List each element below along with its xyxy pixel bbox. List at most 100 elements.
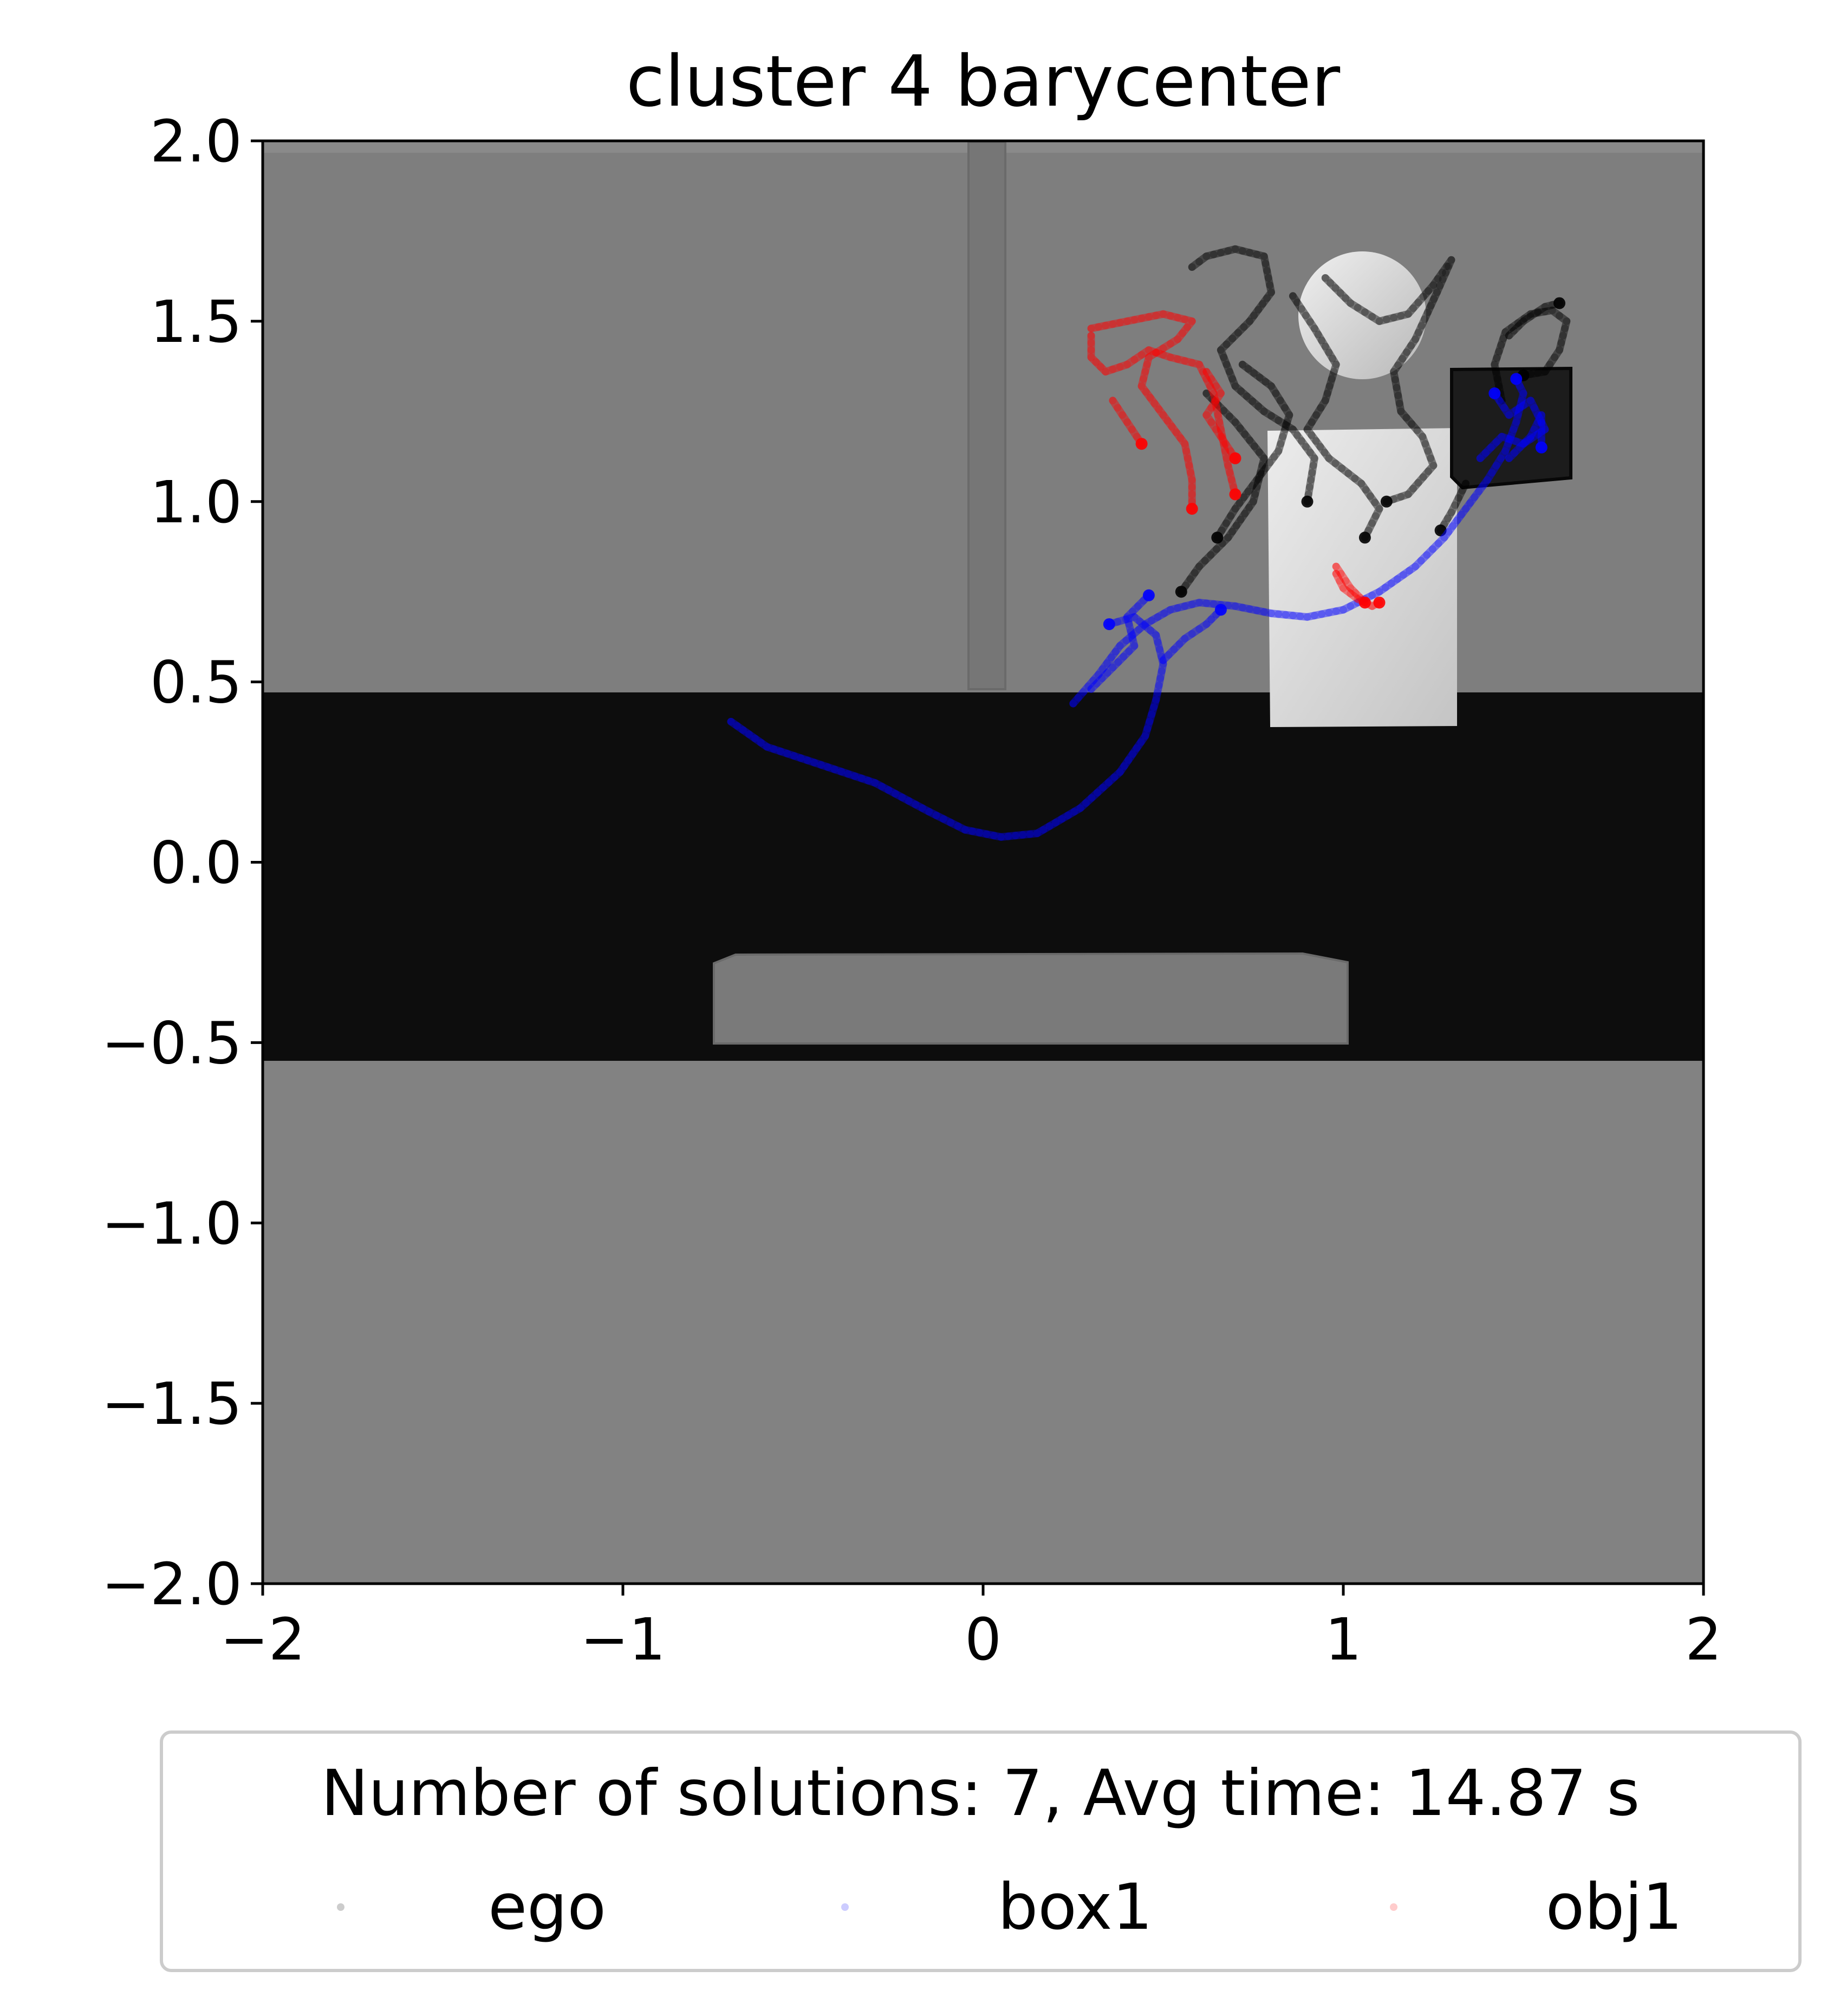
ego-point (1375, 317, 1383, 325)
ego-point (1390, 368, 1398, 376)
ego-point (1318, 336, 1326, 345)
box1-point (1530, 404, 1538, 412)
obj1-point (1183, 323, 1191, 331)
box1-point (1497, 454, 1505, 462)
box1-point (1076, 804, 1084, 812)
box1-point (1153, 689, 1161, 697)
ego-point (1534, 369, 1542, 377)
ego-point (1241, 430, 1249, 438)
ego-point (1202, 390, 1211, 397)
box1-point (1238, 604, 1246, 612)
box1-point (1537, 411, 1545, 419)
box1-point (1514, 411, 1522, 419)
box1-point (1123, 613, 1131, 621)
box1-point (1129, 607, 1136, 615)
ego-point (1260, 252, 1268, 260)
obj1-point (1087, 353, 1095, 361)
obj1-point (1137, 382, 1146, 390)
obj1-point (1351, 589, 1360, 597)
ego-point (1275, 447, 1283, 455)
ego-point (1436, 282, 1444, 290)
y-tick-label: −1.5 (101, 1371, 242, 1438)
ego-point (1277, 440, 1285, 448)
obj1-point (1217, 390, 1225, 397)
obj1-point (1185, 462, 1193, 470)
ego-point (1557, 339, 1565, 347)
ego-point (1251, 490, 1259, 498)
ego-point (1439, 275, 1447, 283)
obj1-point (1143, 360, 1151, 368)
ego-point (1407, 342, 1415, 350)
obj1-point (1188, 476, 1196, 484)
ego-point (1236, 424, 1244, 432)
box1-point (968, 827, 976, 835)
obj1-point (1202, 411, 1211, 419)
ego-point (1423, 308, 1432, 316)
obj1-point (1123, 360, 1131, 368)
box1-point (1093, 789, 1101, 797)
obj1-point (1159, 310, 1167, 318)
ego-point (1223, 360, 1231, 368)
ego-point (1497, 341, 1505, 349)
box1-point (1141, 620, 1149, 628)
ego-point (1495, 347, 1503, 355)
obj1-point (1181, 357, 1189, 365)
ego-point (1445, 262, 1453, 270)
obj1-point (1202, 368, 1211, 376)
box1-point (1154, 613, 1162, 621)
obj1-point (1166, 312, 1174, 320)
box1-point (1160, 610, 1168, 618)
obj1-point (1087, 332, 1095, 340)
ego-point (1332, 360, 1340, 368)
box1-point (1210, 600, 1218, 608)
obj1-point (1174, 335, 1182, 343)
ego-point (1402, 414, 1410, 422)
obj1-point (1109, 320, 1117, 328)
ego-point (1260, 407, 1268, 416)
ego-point (1186, 575, 1194, 583)
box1-point (1521, 438, 1529, 446)
obj1-point (1146, 394, 1154, 401)
ego-point (1507, 323, 1516, 332)
obj1-point (1166, 353, 1174, 361)
ego-point (1246, 436, 1254, 444)
ego-point (1338, 464, 1346, 472)
ego-point (1414, 299, 1422, 307)
box1-point (770, 745, 778, 753)
box1-point (1253, 606, 1261, 614)
ego-point (1451, 501, 1459, 509)
ego-point (1427, 454, 1435, 462)
ego-point (1430, 295, 1438, 303)
ego-point (1404, 310, 1412, 318)
obj1-point (1337, 569, 1345, 578)
box1-point (1098, 675, 1106, 682)
box1-point (1202, 620, 1211, 628)
ego-point (1493, 375, 1501, 383)
y-tick-label: 1.5 (150, 289, 242, 356)
box1-point (1537, 427, 1545, 435)
ego-point (1408, 420, 1416, 428)
box1-point (1156, 675, 1165, 682)
box1-endpoint (1142, 589, 1155, 601)
ego-point (1254, 306, 1263, 314)
box1-point (1130, 642, 1139, 650)
box1-point (1462, 505, 1470, 513)
ego-point (1424, 447, 1432, 455)
obj1-point (1102, 321, 1110, 329)
ego-point (1325, 382, 1334, 390)
ego-point (1227, 512, 1235, 520)
box1-point (1134, 602, 1142, 610)
ego-point (1208, 395, 1216, 403)
ego-point (1220, 353, 1228, 361)
ego-point (1325, 348, 1333, 356)
obj1-point (1221, 440, 1230, 448)
ego-point (1412, 335, 1419, 343)
legend-marker-obj1 (1390, 1903, 1397, 1911)
box1-point (790, 752, 798, 760)
box1-point (954, 822, 962, 830)
box1-point (851, 772, 859, 780)
obj1-point (1152, 312, 1160, 320)
ego-point (1232, 522, 1240, 530)
ego-point (1225, 368, 1233, 376)
obj1-point (1224, 462, 1232, 470)
